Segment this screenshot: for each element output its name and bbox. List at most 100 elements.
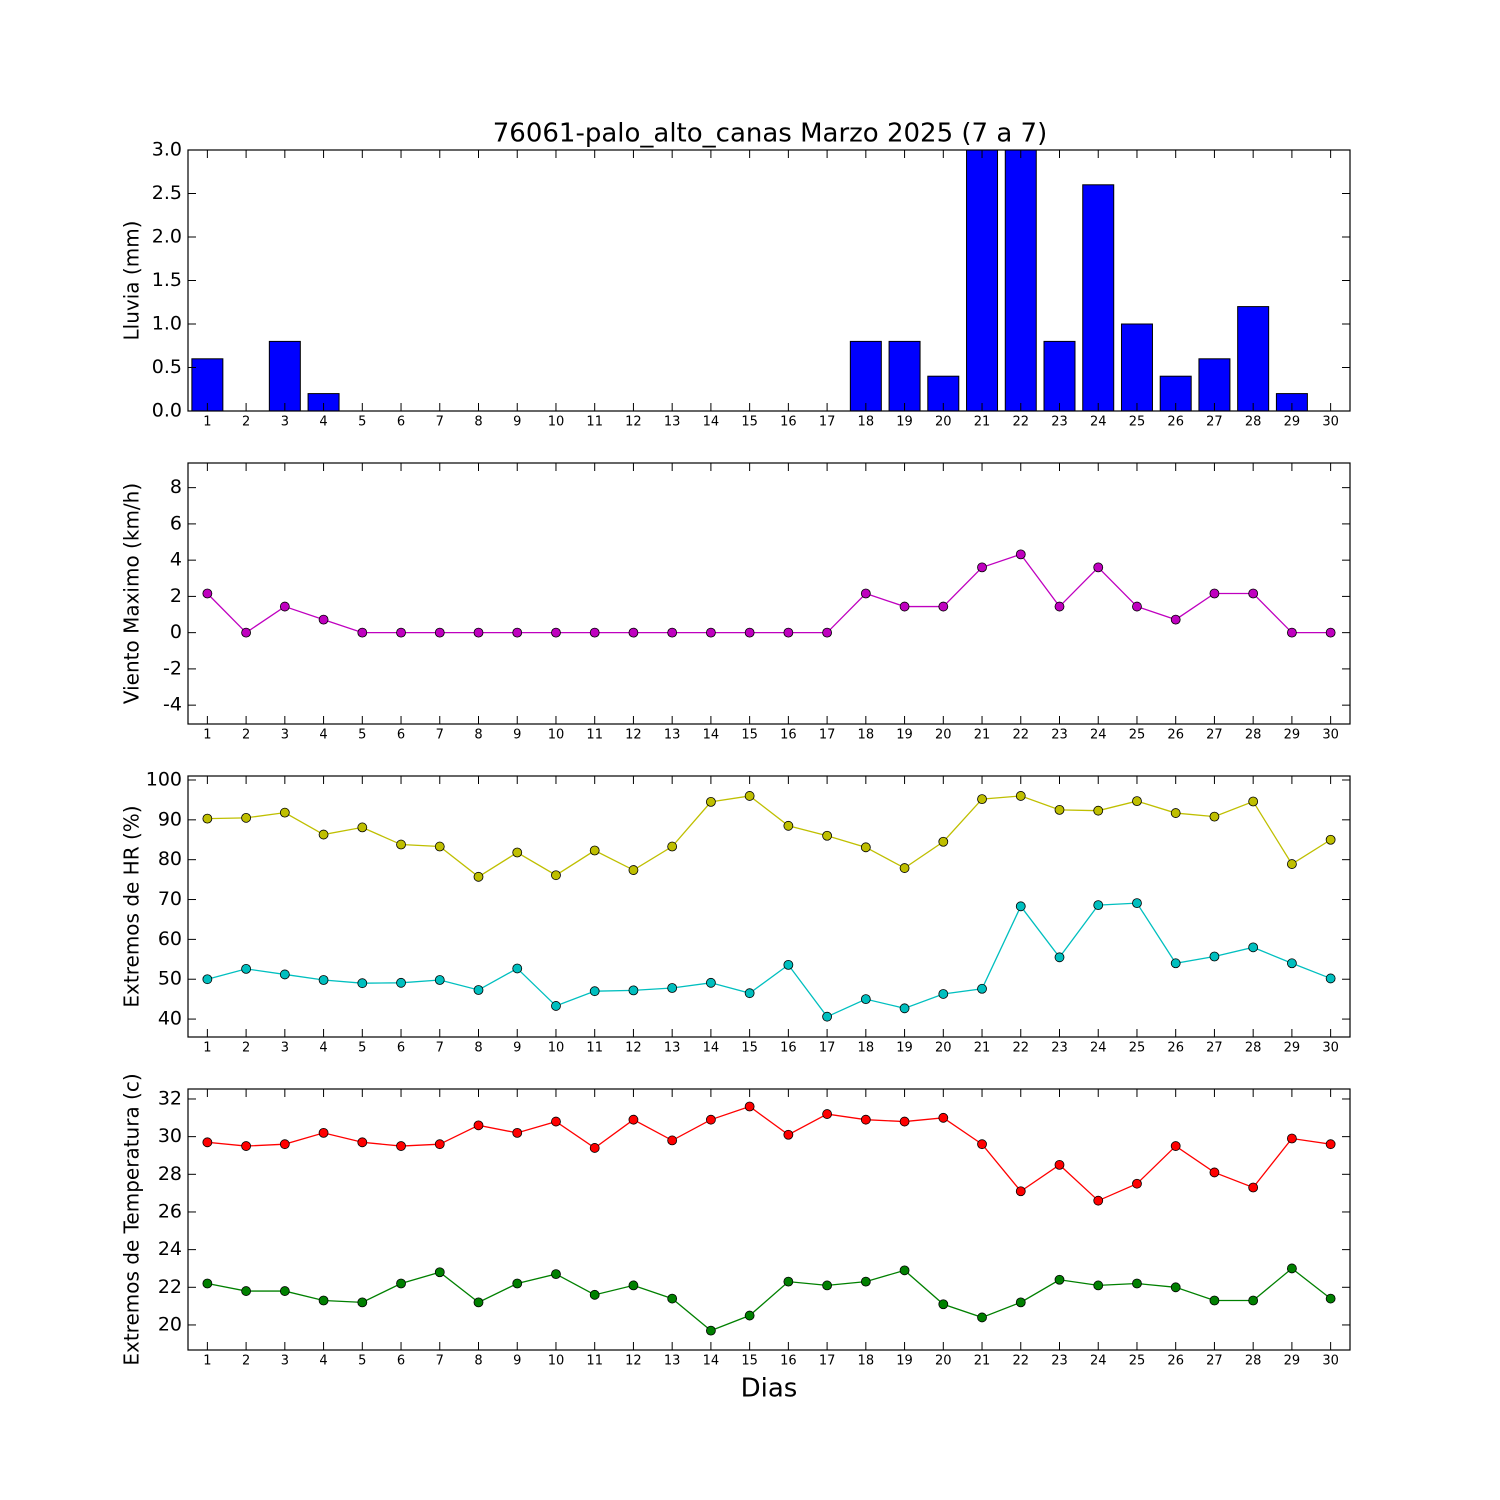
y-tick-label: 100 (146, 768, 182, 790)
data-point (1170, 1282, 1181, 1293)
y-tick-label: 40 (158, 1008, 182, 1030)
data-point (1248, 796, 1259, 807)
x-tick-label: 22 (1012, 1354, 1029, 1369)
data-point (1054, 804, 1065, 815)
x-tick-label: 29 (1284, 1041, 1301, 1056)
data-point (1015, 1186, 1026, 1197)
x-tick-label: 4 (319, 415, 327, 430)
y-tick-label: 0.0 (152, 400, 182, 422)
data-point (434, 841, 445, 852)
x-tick-label: 3 (281, 1041, 289, 1056)
axes-frame (187, 462, 1351, 725)
data-point (1209, 1167, 1220, 1178)
x-tick-label: 5 (358, 728, 366, 743)
x-tick-label: 20 (935, 415, 952, 430)
data-point (473, 627, 484, 638)
data-point (279, 969, 290, 980)
data-point (241, 963, 252, 974)
x-tick-label: 15 (741, 728, 758, 743)
data-point (1325, 834, 1336, 845)
x-tick-label: 24 (1090, 415, 1107, 430)
data-point (1093, 1195, 1104, 1206)
x-tick-label: 3 (281, 415, 289, 430)
x-tick-label: 20 (935, 1041, 952, 1056)
x-tick-label: 30 (1322, 1041, 1339, 1056)
y-tick-label: 4 (170, 549, 182, 571)
x-tick-label: 17 (819, 1354, 836, 1369)
data-point (1054, 601, 1065, 612)
data-point (860, 1276, 871, 1287)
x-tick-label: 14 (703, 728, 720, 743)
x-tick-label: 1 (203, 415, 211, 430)
data-point (1209, 811, 1220, 822)
x-tick-label: 2 (242, 415, 250, 430)
x-tick-label: 2 (242, 728, 250, 743)
x-tick-label: 21 (974, 1041, 991, 1056)
y-tick-label: 0 (170, 621, 182, 643)
plot-area (191, 150, 1308, 411)
data-point (938, 1299, 949, 1310)
x-axis-label: Dias (741, 1374, 798, 1404)
y-tick-label: 70 (158, 888, 182, 910)
data-point (1015, 791, 1026, 801)
data-point (938, 836, 949, 847)
x-tick-label: 16 (780, 1354, 797, 1369)
data-point (667, 841, 678, 852)
x-tick-label: 4 (319, 1354, 327, 1369)
data-point (1015, 901, 1026, 912)
x-tick-label: 19 (896, 415, 913, 430)
bar (966, 150, 999, 411)
data-point (1209, 588, 1220, 599)
data-point (434, 975, 445, 985)
y-axis-label: Extremos de HR (%) (120, 805, 144, 1007)
data-point (357, 1137, 368, 1148)
data-point (938, 1112, 949, 1123)
x-tick-label: 24 (1090, 1041, 1107, 1056)
data-point (783, 627, 794, 638)
y-axis-label: Viento Maximo (km/h) (120, 483, 144, 704)
data-point (1170, 958, 1181, 969)
data-point (318, 1295, 329, 1306)
x-tick-label: 1 (203, 1041, 211, 1056)
x-tick-label: 22 (1012, 415, 1029, 430)
x-tick-label: 24 (1090, 1354, 1107, 1369)
data-point (1248, 1182, 1259, 1193)
x-tick-label: 6 (397, 1354, 405, 1369)
bar (1198, 358, 1231, 411)
x-tick-label: 24 (1090, 728, 1107, 743)
x-tick-label: 15 (741, 1354, 758, 1369)
axes-frame (187, 149, 1351, 412)
x-tick-label: 30 (1322, 728, 1339, 743)
x-tick-label: 28 (1245, 1041, 1262, 1056)
x-tick-label: 28 (1245, 415, 1262, 430)
data-point (667, 983, 678, 993)
data-point (706, 1325, 716, 1336)
chart-title: 76061-palo_alto_canas Marzo 2025 (7 a 7) (493, 119, 1048, 149)
x-tick-label: 7 (436, 728, 444, 743)
x-tick-label: 21 (974, 1354, 991, 1369)
data-point (1132, 601, 1142, 612)
x-tick-label: 15 (741, 1041, 758, 1056)
data-point (783, 1276, 794, 1287)
data-point (822, 1011, 832, 1022)
y-tick-label: 80 (158, 848, 182, 870)
data-point (512, 963, 523, 974)
data-point (706, 627, 716, 638)
data-point (977, 1139, 987, 1150)
data-point (860, 1114, 871, 1125)
y-tick-label: 6 (170, 512, 182, 534)
data-point (977, 1312, 987, 1323)
bar (268, 340, 301, 411)
x-tick-label: 20 (935, 1354, 952, 1369)
x-tick-label: 19 (896, 1354, 913, 1369)
x-tick-label: 10 (548, 1354, 565, 1369)
data-point (1325, 1139, 1336, 1150)
data-point (434, 1267, 445, 1278)
data-point (783, 959, 794, 970)
data-point (551, 1001, 561, 1011)
y-tick-label: 90 (158, 808, 182, 830)
data-point (1015, 1297, 1026, 1308)
x-tick-label: 8 (474, 1354, 482, 1369)
data-point (744, 1101, 755, 1112)
data-point (1132, 1278, 1142, 1289)
